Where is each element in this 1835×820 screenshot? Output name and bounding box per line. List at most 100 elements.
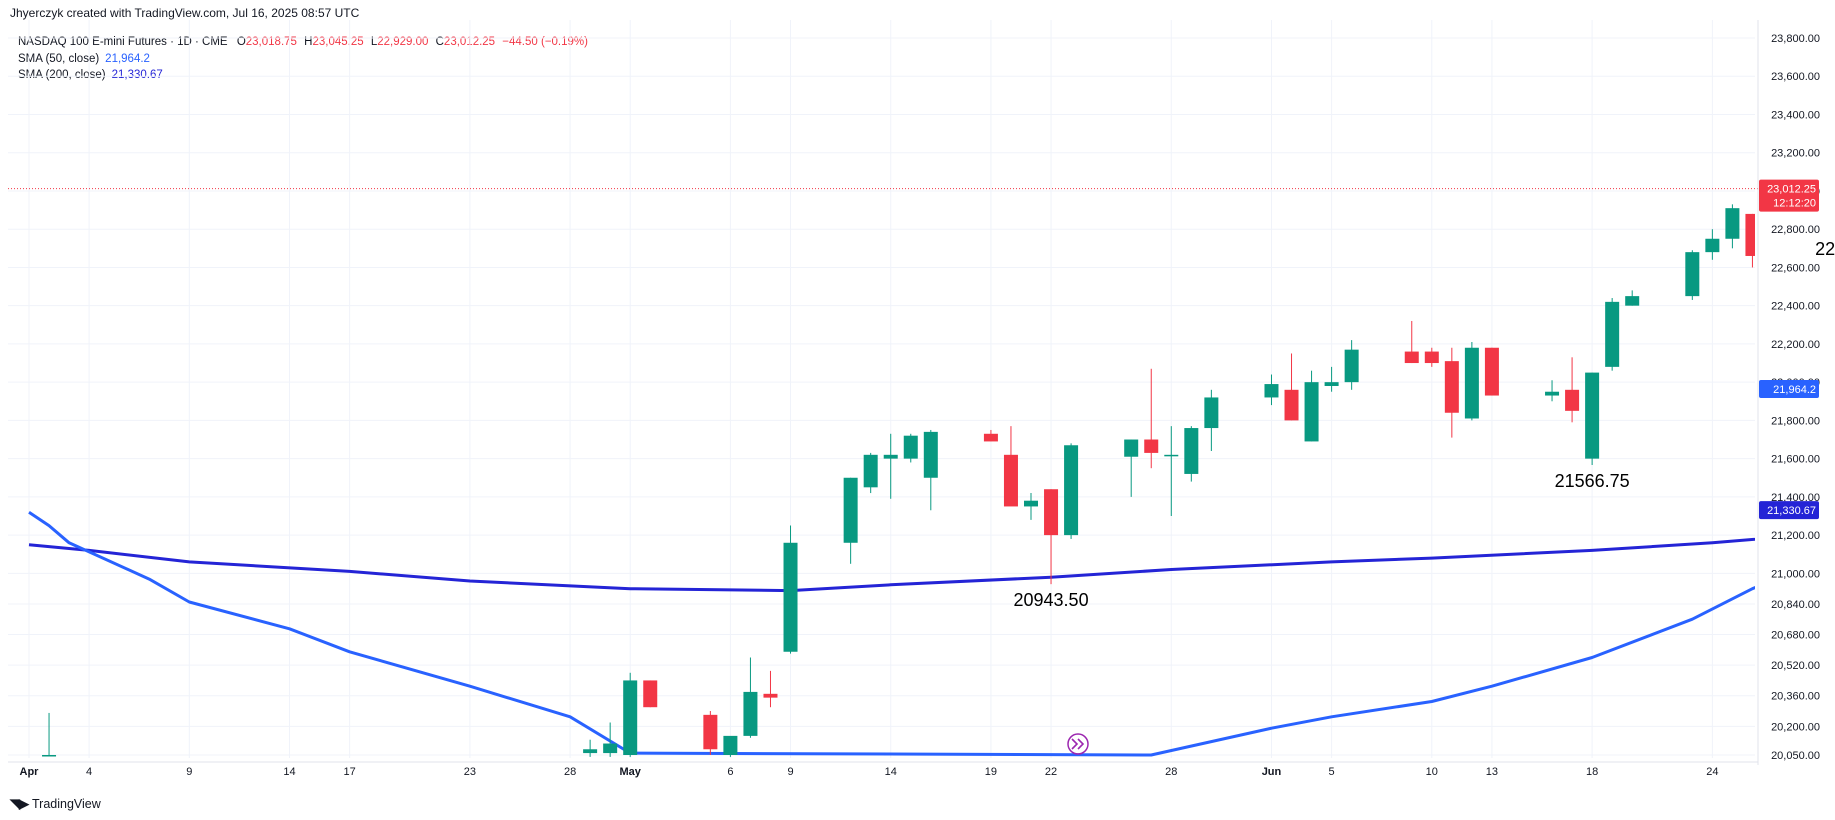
- y-tick-label: 20,360.00: [1771, 691, 1820, 703]
- sma200-legend-row[interactable]: SMA (200, close) 21,330.67: [18, 67, 588, 84]
- sma50-badge-bg: [1759, 380, 1819, 399]
- candle-body: [1585, 372, 1600, 459]
- candle: [1565, 357, 1580, 423]
- candle-body: [983, 433, 998, 442]
- candle-body: [883, 454, 898, 459]
- candle-body: [1484, 347, 1499, 396]
- x-tick-label: May: [619, 766, 641, 778]
- y-tick-label: 22,600.00: [1771, 262, 1820, 274]
- x-tick-label: 28: [564, 766, 576, 778]
- sma200-badge-text: 21,330.67: [1767, 505, 1816, 517]
- sma50-label: SMA (50, close): [18, 52, 100, 65]
- candle: [1184, 426, 1199, 482]
- x-tick-label: 6: [727, 766, 733, 778]
- y-tick-label: 21,400.00: [1771, 492, 1820, 504]
- close-label: C: [435, 36, 444, 48]
- candle: [863, 452, 878, 494]
- y-tick-label: 20,680.00: [1771, 630, 1820, 642]
- sma50-legend-row[interactable]: SMA (50, close) 21,964.2: [18, 51, 588, 68]
- axes: 20,050.00 20,200.00 20,360.00 20,520.00 20,6…: [8, 20, 1820, 778]
- candle-body: [1464, 347, 1479, 419]
- jump-to-realtime-button[interactable]: [1067, 733, 1089, 755]
- candle: [643, 680, 658, 708]
- candles: [42, 179, 1835, 757]
- symbol-label[interactable]: NASDAQ 100 E-mini Futures · 1D · CME: [18, 36, 228, 48]
- candle: [603, 722, 618, 757]
- double-chevron-right-icon: [1071, 738, 1085, 750]
- candle: [783, 525, 798, 654]
- candle: [1003, 426, 1018, 507]
- double-chevron-right-circle-icon[interactable]: [1067, 733, 1089, 755]
- candle: [1204, 389, 1219, 451]
- last-price-badge-text: 12:12:20: [1773, 198, 1816, 210]
- price-annotation: 22779.75: [1815, 239, 1835, 259]
- y-tick-label: 21,800.00: [1771, 415, 1820, 427]
- y-tick-label: 22,800.00: [1771, 224, 1820, 236]
- candle: [903, 433, 918, 463]
- candle: [923, 429, 938, 511]
- chart-legend: NASDAQ 100 E-mini Futures · 1D · CME O23…: [18, 34, 588, 84]
- x-tick-label: Jun: [1262, 766, 1282, 778]
- candle-body: [743, 691, 758, 736]
- x-tick-label: 9: [186, 766, 192, 778]
- candle: [1765, 214, 1779, 269]
- sma200-value: 21,330.67: [111, 69, 163, 81]
- x-tick-label: 14: [283, 766, 295, 778]
- candle: [1284, 353, 1299, 421]
- candle: [723, 735, 738, 757]
- candle-body: [1444, 361, 1459, 413]
- sma200-series: [28, 537, 1755, 593]
- candle: [1044, 489, 1059, 585]
- candle: [42, 712, 57, 757]
- tradingview-brand[interactable]: ◥▶ TradingView: [10, 796, 101, 812]
- candle-body: [1826, 179, 1835, 221]
- x-tick-label: 14: [885, 766, 897, 778]
- low-label: L: [370, 36, 378, 48]
- candle-body: [903, 435, 918, 459]
- y-tick-label: 21,000.00: [1771, 568, 1820, 580]
- x-tick-label: 28: [1165, 766, 1177, 778]
- x-tick-label: 17: [344, 766, 356, 778]
- candle-body: [763, 693, 778, 698]
- candle-body: [843, 477, 858, 543]
- candle: [843, 477, 858, 564]
- candle-body: [1204, 397, 1219, 429]
- candle: [1344, 340, 1359, 390]
- open-value: 23,018.75: [245, 36, 297, 48]
- high-label: H: [304, 36, 313, 48]
- x-tick-label: 23: [464, 766, 476, 778]
- candle: [623, 672, 638, 757]
- candle: [1404, 320, 1419, 364]
- candle-body: [643, 680, 658, 708]
- x-tick-label: Apr: [20, 766, 40, 778]
- candle-body: [1705, 238, 1720, 253]
- candle: [1745, 213, 1755, 268]
- candle-body: [1625, 296, 1640, 306]
- candle-body: [603, 743, 618, 754]
- ohlc-row: NASDAQ 100 E-mini Futures · 1D · CME O23…: [18, 34, 588, 51]
- candle: [1585, 372, 1600, 465]
- grid: [8, 20, 1758, 758]
- candle-body: [1024, 500, 1038, 507]
- candle-body: [583, 749, 598, 754]
- sma200-label: SMA (200, close): [18, 69, 106, 81]
- change-value: −44.50 (−0.19%): [502, 36, 588, 48]
- candle-body: [1725, 208, 1740, 239]
- candle: [1545, 380, 1560, 402]
- x-tick-label: 5: [1329, 766, 1335, 778]
- x-tick-label: 18: [1586, 766, 1598, 778]
- candle: [1064, 443, 1079, 539]
- price-annotation: 21566.75: [1555, 471, 1630, 491]
- candle: [1605, 298, 1620, 371]
- candle-body: [1424, 351, 1439, 364]
- candle-body: [1144, 439, 1159, 453]
- candle: [983, 429, 998, 442]
- candle-body: [783, 542, 798, 652]
- price-chart[interactable]: 20,050.00 20,200.00 20,360.00 20,520.00 20,6…: [0, 0, 1835, 790]
- y-tick-label: 21,200.00: [1771, 530, 1820, 542]
- candle-body: [1044, 489, 1059, 536]
- y-tick-label: 23,200.00: [1771, 148, 1820, 160]
- candle-body: [1264, 384, 1279, 398]
- candle-body: [1685, 252, 1700, 297]
